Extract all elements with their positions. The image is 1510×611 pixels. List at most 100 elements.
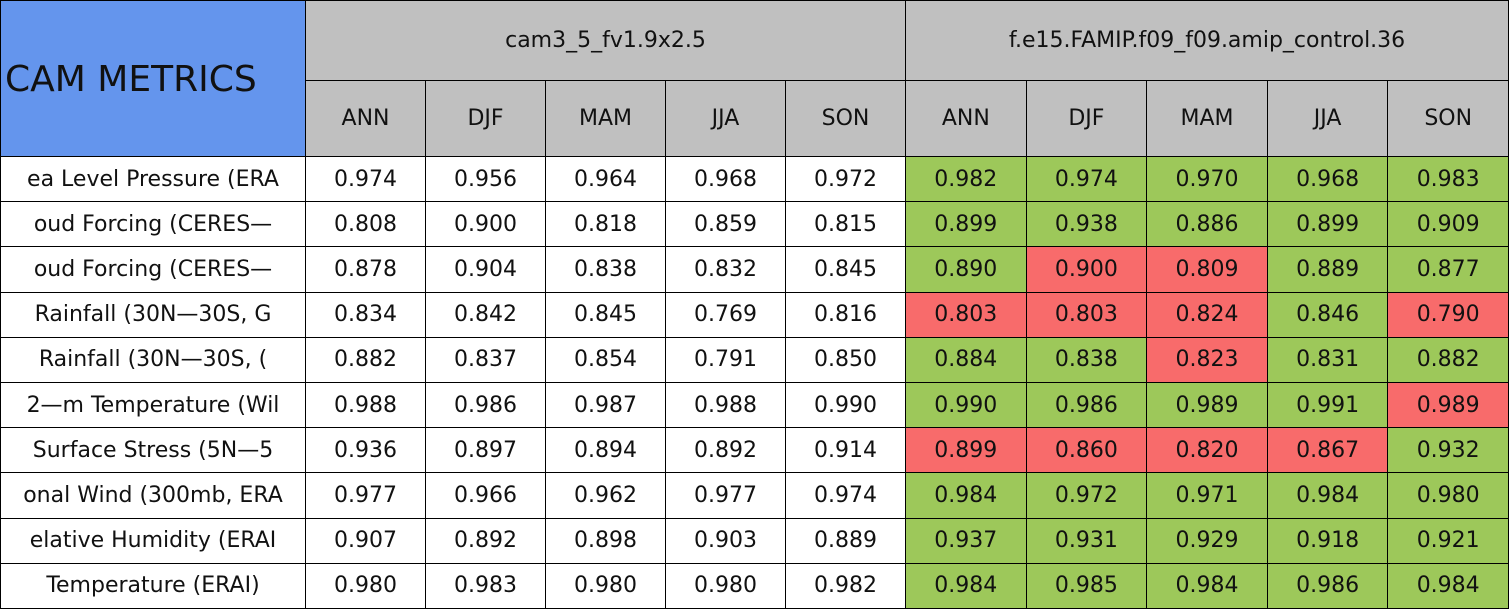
row-label: oud Forcing (CERES— bbox=[0, 201, 306, 248]
value-cell: 0.809 bbox=[1146, 246, 1268, 293]
value-cell: 0.991 bbox=[1266, 382, 1389, 429]
value-cell: 0.900 bbox=[1025, 246, 1148, 293]
value-cell: 0.980 bbox=[545, 562, 666, 609]
value-cell: 0.878 bbox=[305, 246, 426, 293]
value-cell: 0.909 bbox=[1387, 201, 1509, 248]
group-header: f.e15.FAMIP.f09_f09.amip_control.36 bbox=[905, 0, 1509, 81]
value-cell: 0.824 bbox=[1146, 291, 1268, 338]
value-cell: 0.989 bbox=[1146, 382, 1268, 429]
group-header: cam3_5_fv1.9x2.5 bbox=[305, 0, 906, 81]
value-cell: 0.808 bbox=[305, 201, 426, 248]
value-cell: 0.931 bbox=[1025, 517, 1148, 564]
value-cell: 0.988 bbox=[665, 382, 786, 429]
value-cell: 0.977 bbox=[665, 472, 786, 519]
column-header: ANN bbox=[305, 80, 426, 157]
value-cell: 0.892 bbox=[665, 427, 786, 474]
value-cell: 0.816 bbox=[785, 291, 906, 338]
value-cell: 0.986 bbox=[1266, 562, 1389, 609]
value-cell: 0.932 bbox=[1387, 427, 1509, 474]
value-cell: 0.769 bbox=[665, 291, 786, 338]
row-label: elative Humidity (ERAI bbox=[0, 517, 306, 564]
value-cell: 0.964 bbox=[545, 156, 666, 203]
column-header: JJA bbox=[665, 80, 786, 157]
column-header: JJA bbox=[1266, 80, 1389, 157]
value-cell: 0.894 bbox=[545, 427, 666, 474]
value-cell: 0.990 bbox=[905, 382, 1027, 429]
value-cell: 0.837 bbox=[425, 336, 546, 383]
value-cell: 0.988 bbox=[305, 382, 426, 429]
value-cell: 0.889 bbox=[1266, 246, 1389, 293]
value-cell: 0.968 bbox=[1266, 156, 1389, 203]
column-header: SON bbox=[1387, 80, 1509, 157]
value-cell: 0.983 bbox=[425, 562, 546, 609]
value-cell: 0.980 bbox=[305, 562, 426, 609]
value-cell: 0.972 bbox=[785, 156, 906, 203]
value-cell: 0.831 bbox=[1266, 336, 1389, 383]
value-cell: 0.985 bbox=[1025, 562, 1148, 609]
value-cell: 0.977 bbox=[305, 472, 426, 519]
value-cell: 0.984 bbox=[905, 472, 1027, 519]
value-cell: 0.986 bbox=[1025, 382, 1148, 429]
value-cell: 0.838 bbox=[545, 246, 666, 293]
value-cell: 0.899 bbox=[905, 201, 1027, 248]
value-cell: 0.983 bbox=[1387, 156, 1509, 203]
value-cell: 0.971 bbox=[1146, 472, 1268, 519]
value-cell: 0.860 bbox=[1025, 427, 1148, 474]
value-cell: 0.982 bbox=[905, 156, 1027, 203]
value-cell: 0.903 bbox=[665, 517, 786, 564]
value-cell: 0.907 bbox=[305, 517, 426, 564]
value-cell: 0.936 bbox=[305, 427, 426, 474]
column-header: DJF bbox=[425, 80, 546, 157]
value-cell: 0.790 bbox=[1387, 291, 1509, 338]
value-cell: 0.850 bbox=[785, 336, 906, 383]
value-cell: 0.897 bbox=[425, 427, 546, 474]
value-cell: 0.845 bbox=[545, 291, 666, 338]
value-cell: 0.838 bbox=[1025, 336, 1148, 383]
value-cell: 0.904 bbox=[425, 246, 546, 293]
column-header: SON bbox=[785, 80, 906, 157]
value-cell: 0.990 bbox=[785, 382, 906, 429]
value-cell: 0.842 bbox=[425, 291, 546, 338]
value-cell: 0.834 bbox=[305, 291, 426, 338]
column-header: MAM bbox=[1146, 80, 1268, 157]
table-title: CAM METRICS bbox=[0, 0, 306, 158]
value-cell: 0.987 bbox=[545, 382, 666, 429]
value-cell: 0.884 bbox=[905, 336, 1027, 383]
value-cell: 0.877 bbox=[1387, 246, 1509, 293]
value-cell: 0.803 bbox=[1025, 291, 1148, 338]
value-cell: 0.898 bbox=[545, 517, 666, 564]
value-cell: 0.832 bbox=[665, 246, 786, 293]
value-cell: 0.846 bbox=[1266, 291, 1389, 338]
value-cell: 0.966 bbox=[425, 472, 546, 519]
value-cell: 0.899 bbox=[1266, 201, 1389, 248]
value-cell: 0.984 bbox=[1387, 562, 1509, 609]
value-cell: 0.867 bbox=[1266, 427, 1389, 474]
row-label: onal Wind (300mb, ERA bbox=[0, 472, 306, 519]
value-cell: 0.914 bbox=[785, 427, 906, 474]
row-label: Surface Stress (5N—5 bbox=[0, 427, 306, 474]
row-label: oud Forcing (CERES— bbox=[0, 246, 306, 293]
value-cell: 0.899 bbox=[905, 427, 1027, 474]
value-cell: 0.929 bbox=[1146, 517, 1268, 564]
value-cell: 0.889 bbox=[785, 517, 906, 564]
value-cell: 0.989 bbox=[1387, 382, 1509, 429]
value-cell: 0.921 bbox=[1387, 517, 1509, 564]
value-cell: 0.854 bbox=[545, 336, 666, 383]
row-label: 2—m Temperature (Wil bbox=[0, 382, 306, 429]
value-cell: 0.938 bbox=[1025, 201, 1148, 248]
value-cell: 0.882 bbox=[1387, 336, 1509, 383]
column-header: MAM bbox=[545, 80, 666, 157]
column-header: DJF bbox=[1025, 80, 1148, 157]
value-cell: 0.892 bbox=[425, 517, 546, 564]
value-cell: 0.823 bbox=[1146, 336, 1268, 383]
value-cell: 0.845 bbox=[785, 246, 906, 293]
value-cell: 0.972 bbox=[1025, 472, 1148, 519]
value-cell: 0.968 bbox=[665, 156, 786, 203]
row-label: ea Level Pressure (ERA bbox=[0, 156, 306, 203]
row-label: Rainfall (30N—30S, G bbox=[0, 291, 306, 338]
value-cell: 0.882 bbox=[305, 336, 426, 383]
value-cell: 0.974 bbox=[305, 156, 426, 203]
value-cell: 0.859 bbox=[665, 201, 786, 248]
value-cell: 0.815 bbox=[785, 201, 906, 248]
